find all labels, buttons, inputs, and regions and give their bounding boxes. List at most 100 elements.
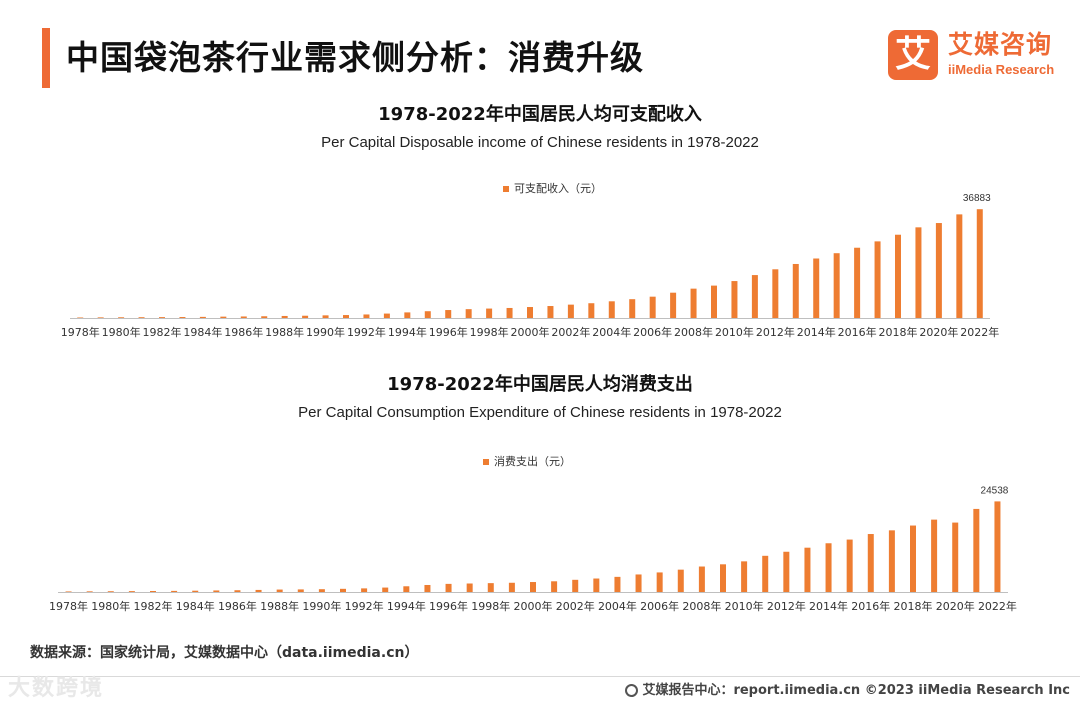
chart1-legend-label: 可支配收入（元） <box>514 182 602 195</box>
chart1-bar-1989 <box>302 315 309 318</box>
chart2-bar-1985 <box>213 590 220 592</box>
chart2-bar-1993 <box>382 587 389 592</box>
chart1-bar-1982 <box>159 317 165 318</box>
chart2-bar-1983 <box>171 590 178 592</box>
chart2-bar-1984 <box>192 590 199 592</box>
chart2-bar-2002 <box>572 579 579 592</box>
chart1-bar-1995 <box>424 311 431 318</box>
chart2-tick-label: 2022年 <box>978 599 1017 613</box>
chart1-bar-1991 <box>343 315 349 318</box>
chart2-bar-2006 <box>656 572 663 592</box>
chart2-tick-label: 1980年 <box>91 599 130 613</box>
chart1-tick-label: 2016年 <box>838 325 877 339</box>
chart1-bar-1981 <box>138 317 145 318</box>
chart1-tick-label: 1994年 <box>388 325 427 339</box>
chart1-tick-label: 2012年 <box>756 325 795 339</box>
globe-icon <box>625 684 639 697</box>
chart2-bar-2010 <box>741 561 748 592</box>
chart2-bar-1988 <box>276 589 283 592</box>
chart1-bar-1997 <box>465 309 472 318</box>
chart1-tick-label: 1980年 <box>102 325 141 339</box>
chart1-bar-2012 <box>772 269 779 318</box>
chart1-bar-2001 <box>547 306 554 318</box>
page-title: 中国袋泡茶行业需求侧分析：消费升级 <box>66 38 644 77</box>
chart2-bar-1991 <box>340 588 346 592</box>
chart2-tick-label: 2018年 <box>894 599 933 613</box>
chart2-bar-2020 <box>952 522 959 592</box>
chart1-bar-1990 <box>322 315 329 318</box>
chart2-tick-label: 2004年 <box>598 599 637 613</box>
chart1-tick-label: 2018年 <box>879 325 918 339</box>
chart2-bar-1998 <box>487 583 494 592</box>
chart2-tick-label: 2008年 <box>682 599 721 613</box>
chart2-bar-1982 <box>150 591 156 592</box>
chart2-bar-2003 <box>593 578 600 592</box>
chart1-bar-2018 <box>895 234 901 318</box>
chart1-bar-1988 <box>281 315 288 318</box>
chart2-bar-1981 <box>128 591 135 592</box>
chart2-bar-1989 <box>297 589 304 592</box>
logo-text-en: iiMedia Research <box>948 62 1055 77</box>
chart2-bar-2001 <box>551 581 558 592</box>
chart1-bar-2006 <box>649 296 656 318</box>
chart1-bar-1978 <box>77 317 84 318</box>
title-accent-bar <box>42 28 50 88</box>
chart1-tick-label: 2006年 <box>633 325 672 339</box>
chart1-tick-label: 1990年 <box>306 325 345 339</box>
chart1-bar-1986 <box>240 316 247 318</box>
chart2-bar-1980 <box>107 591 114 592</box>
footer-divider <box>0 676 1080 677</box>
chart2-tick-label: 2012年 <box>767 599 806 613</box>
chart2-bar-1990 <box>318 589 325 592</box>
chart1-bar-2015 <box>833 253 840 318</box>
chart2-bar-2021 <box>973 508 980 592</box>
chart1-tick-label: 2000年 <box>511 325 550 339</box>
chart1-legend-swatch <box>503 186 509 192</box>
chart2-tick-label: 1986年 <box>218 599 257 613</box>
data-source-note: 数据来源：国家统计局，艾媒数据中心（data.iimedia.cn） <box>30 645 419 661</box>
chart2-tick-label: 2006年 <box>640 599 679 613</box>
chart1-subtitle: Per Capital Disposable income of Chinese… <box>321 134 759 151</box>
chart1-tick-label: 2002年 <box>551 325 590 339</box>
chart1-bar-2013 <box>792 263 799 318</box>
chart1-bar-2009 <box>711 285 717 318</box>
chart2-tick-label: 2000年 <box>514 599 553 613</box>
chart1-bar-2010 <box>731 281 738 318</box>
chart2-bar-2022 <box>994 501 1001 592</box>
chart1-bar-2019 <box>915 227 922 318</box>
chart2-tick-label: 1978年 <box>49 599 88 613</box>
chart2-bar-1995 <box>424 584 431 592</box>
chart2-legend: 消费支出（元） <box>483 453 571 469</box>
chart1-tick-label: 2022年 <box>960 325 999 339</box>
chart1-bar-1993 <box>383 313 390 318</box>
chart2-subtitle: Per Capital Consumption Expenditure of C… <box>298 404 782 421</box>
chart1-bar-2003 <box>588 303 595 318</box>
chart2-tick-label: 1996年 <box>429 599 468 613</box>
chart2-title: 1978-2022年中国居民人均消费支出 <box>387 374 693 395</box>
chart1-bar-2014 <box>813 258 820 318</box>
chart1-tick-label: 1988年 <box>265 325 304 339</box>
chart1-bar-2020 <box>935 223 942 318</box>
chart2-plot: 1978年 1980年 1982年 1984年 1986年 1988年 1990年 1992年… <box>49 485 1017 613</box>
chart2-bar-1987 <box>255 589 262 592</box>
chart2-bar-2000 <box>530 582 536 592</box>
chart1-tick-label: 1984年 <box>183 325 222 339</box>
chart2-bar-2011 <box>762 555 769 592</box>
footer-credit-text: 艾媒报告中心：report.iimedia.cn ©2023 iiMedia R… <box>642 683 1070 698</box>
chart1-tick-label: 1996年 <box>429 325 468 339</box>
chart1-bar-2005 <box>629 299 636 318</box>
chart1-title: 1978-2022年中国居民人均可支配收入 <box>378 104 702 125</box>
chart2-bar-2014 <box>825 543 832 592</box>
chart1-tick-label: 1982年 <box>143 325 182 339</box>
chart2-tick-label: 2010年 <box>725 599 764 613</box>
chart2-bar-2019 <box>931 519 938 592</box>
chart2-bar-1994 <box>403 586 410 592</box>
chart2-legend-swatch <box>483 459 489 465</box>
chart1-bar-2000 <box>527 307 533 318</box>
chart2-bar-2013 <box>804 547 811 592</box>
chart2-tick-label: 1998年 <box>471 599 510 613</box>
chart2-tick-label: 1992年 <box>345 599 384 613</box>
chart2-tick-label: 2002年 <box>556 599 595 613</box>
chart2-bar-1986 <box>234 590 241 592</box>
chart1-data-label: 36883 <box>963 193 991 204</box>
